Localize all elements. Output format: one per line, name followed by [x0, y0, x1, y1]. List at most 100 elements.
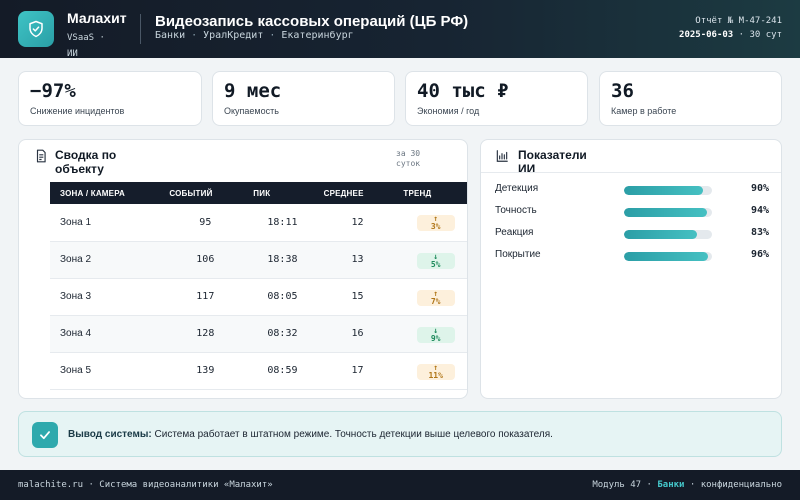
header-divider — [140, 14, 141, 44]
table-row[interactable]: Зона 3 117 08:05 15 ↑ 7% — [50, 278, 467, 316]
trend-down-icon: ↓ — [433, 325, 439, 335]
trend-value: 7% — [430, 296, 441, 306]
breadcrumb-city[interactable]: Екатеринбург — [281, 30, 354, 41]
summary-period: за 30 суток — [396, 149, 421, 168]
events-cell: 106 — [163, 241, 248, 279]
table-row[interactable]: Зона 1 95 18:11 12 ↑ 3% — [50, 204, 467, 242]
metric-bar-fill — [624, 230, 698, 239]
table-row[interactable]: Зона 5 139 08:59 17 ↑ 11% — [50, 352, 467, 390]
metric-label: Точность — [495, 205, 537, 216]
events-cell: 117 — [163, 278, 248, 316]
ai-metrics-panel: Показатели ИИ Детекция 90% Точность 94% … — [480, 139, 782, 399]
summary-panel: Сводка по объекту за 30 суток ЗОНА / КАМ… — [18, 139, 468, 399]
peak-cell: 08:59 — [247, 352, 318, 390]
events-cell: 95 — [163, 204, 248, 242]
shield-check-icon — [29, 20, 43, 38]
breadcrumb: Банки · УралКредит · Екатеринбург — [155, 30, 354, 41]
trend-up-icon: ↑ — [433, 362, 439, 372]
breadcrumb-client[interactable]: УралКредит — [203, 30, 264, 41]
metric-row: Покрытие 96% — [495, 248, 775, 264]
app-header: Малахит VSaaS · ИИ Видеозапись кассовых … — [0, 0, 800, 59]
report-info: Отчёт № М-47-241 2025-06-03 · 30 сут — [662, 14, 782, 42]
average-cell: 12 — [317, 204, 398, 242]
peak-cell: 18:38 — [247, 241, 318, 279]
zone-cell: Зона 5 — [50, 352, 164, 390]
kpi-card-payback: 9 мес Окупаемость — [212, 71, 395, 126]
table-row[interactable]: Зона 2 106 18:38 13 ↓ 5% — [50, 241, 467, 279]
report-date: 2025-06-03 — [679, 30, 734, 40]
trend-up-icon: ↑ — [433, 214, 439, 224]
trend-down-icon: ↓ — [433, 251, 439, 261]
footer-sector: Банки — [657, 480, 685, 490]
trend-badge: ↓ 9% — [416, 325, 455, 343]
zone-cell: Зона 3 — [50, 278, 164, 316]
metric-label: Покрытие — [495, 249, 541, 260]
metric-value: 96% — [750, 249, 769, 260]
summary-title: Сводка по объекту — [55, 148, 117, 176]
zone-cell: Зона 1 — [50, 204, 164, 242]
column-header-trend[interactable]: ТРЕНД — [397, 182, 467, 204]
trend-value: 5% — [430, 259, 441, 269]
metric-bar-track — [624, 230, 712, 239]
footer: malachite.ru · Система видеоаналитики «М… — [0, 470, 800, 500]
report-period: · 30 сут — [738, 30, 782, 40]
metric-label: Реакция — [495, 227, 534, 238]
trend-up-icon: ↑ — [433, 288, 439, 298]
column-header-events[interactable]: СОБЫТИЙ — [163, 182, 248, 204]
kpi-label: Снижение инцидентов — [30, 106, 125, 116]
metric-value: 83% — [750, 227, 769, 238]
conclusion-label: Вывод системы: — [68, 429, 152, 440]
kpi-card-savings: 40 тыс ₽ Экономия / год — [405, 71, 588, 126]
table-row[interactable]: Зона 4 128 08:32 16 ↓ 9% — [50, 315, 467, 353]
metric-row: Детекция 90% — [495, 182, 775, 198]
column-header-peak[interactable]: ПИК — [247, 182, 318, 204]
peak-cell: 08:05 — [247, 278, 318, 316]
system-conclusion: Вывод системы: Система работает в штатно… — [18, 411, 782, 457]
kpi-label: Окупаемость — [224, 106, 279, 116]
metric-value: 94% — [750, 205, 769, 216]
page-title: Видеозапись кассовых операций (ЦБ РФ) — [155, 13, 469, 30]
metric-bar-track — [624, 186, 712, 195]
peak-cell: 08:32 — [247, 315, 318, 353]
summary-table: ЗОНА / КАМЕРА СОБЫТИЙ ПИК СРЕДНЕЕ ТРЕНД … — [50, 182, 467, 390]
document-icon — [36, 149, 46, 163]
kpi-card-cameras: 36 Камер в работе — [599, 71, 782, 126]
average-cell: 13 — [317, 241, 398, 279]
breadcrumb-sector[interactable]: Банки — [155, 30, 186, 41]
conclusion-text: Система работает в штатном режиме. Точно… — [154, 429, 553, 440]
footer-confidential: · конфиденциально — [689, 480, 782, 490]
average-cell: 15 — [317, 278, 398, 316]
brand-logo[interactable] — [18, 11, 54, 47]
zone-cell: Зона 2 — [50, 241, 164, 279]
trend-badge: ↑ 7% — [416, 288, 455, 306]
column-header-zone[interactable]: ЗОНА / КАМЕРА — [50, 182, 164, 204]
metric-bar-fill — [624, 208, 707, 217]
zone-cell: Зона 4 — [50, 315, 164, 353]
check-icon — [32, 422, 58, 448]
kpi-label: Камер в работе — [611, 106, 677, 116]
kpi-value: 9 мес — [224, 80, 282, 102]
trend-value: 3% — [430, 222, 441, 232]
trend-badge: ↑ 3% — [416, 214, 455, 232]
brand-subtitle: VSaaS · ИИ — [67, 33, 105, 59]
kpi-value: 40 тыс ₽ — [417, 80, 509, 102]
metric-bar-track — [624, 208, 712, 217]
metric-bar-fill — [624, 186, 704, 195]
footer-module: Модуль 47 · — [592, 480, 652, 490]
metric-label: Детекция — [495, 183, 539, 194]
peak-cell: 18:11 — [247, 204, 318, 242]
metric-bar-track — [624, 252, 712, 261]
metric-value: 90% — [750, 183, 769, 194]
metric-row: Реакция 83% — [495, 226, 775, 242]
events-cell: 128 — [163, 315, 248, 353]
trend-value: 9% — [430, 333, 441, 343]
column-header-average[interactable]: СРЕДНЕЕ — [317, 182, 398, 204]
footer-site-info[interactable]: malachite.ru · Система видеоаналитики «М… — [18, 480, 273, 490]
events-cell: 139 — [163, 352, 248, 390]
report-number: Отчёт № М-47-241 — [695, 16, 782, 26]
bar-chart-icon — [496, 150, 508, 162]
kpi-card-incidents: −97% Снижение инцидентов — [18, 71, 202, 126]
trend-badge: ↓ 5% — [416, 251, 455, 269]
kpi-value: −97% — [30, 80, 76, 102]
panel-divider — [481, 172, 781, 173]
